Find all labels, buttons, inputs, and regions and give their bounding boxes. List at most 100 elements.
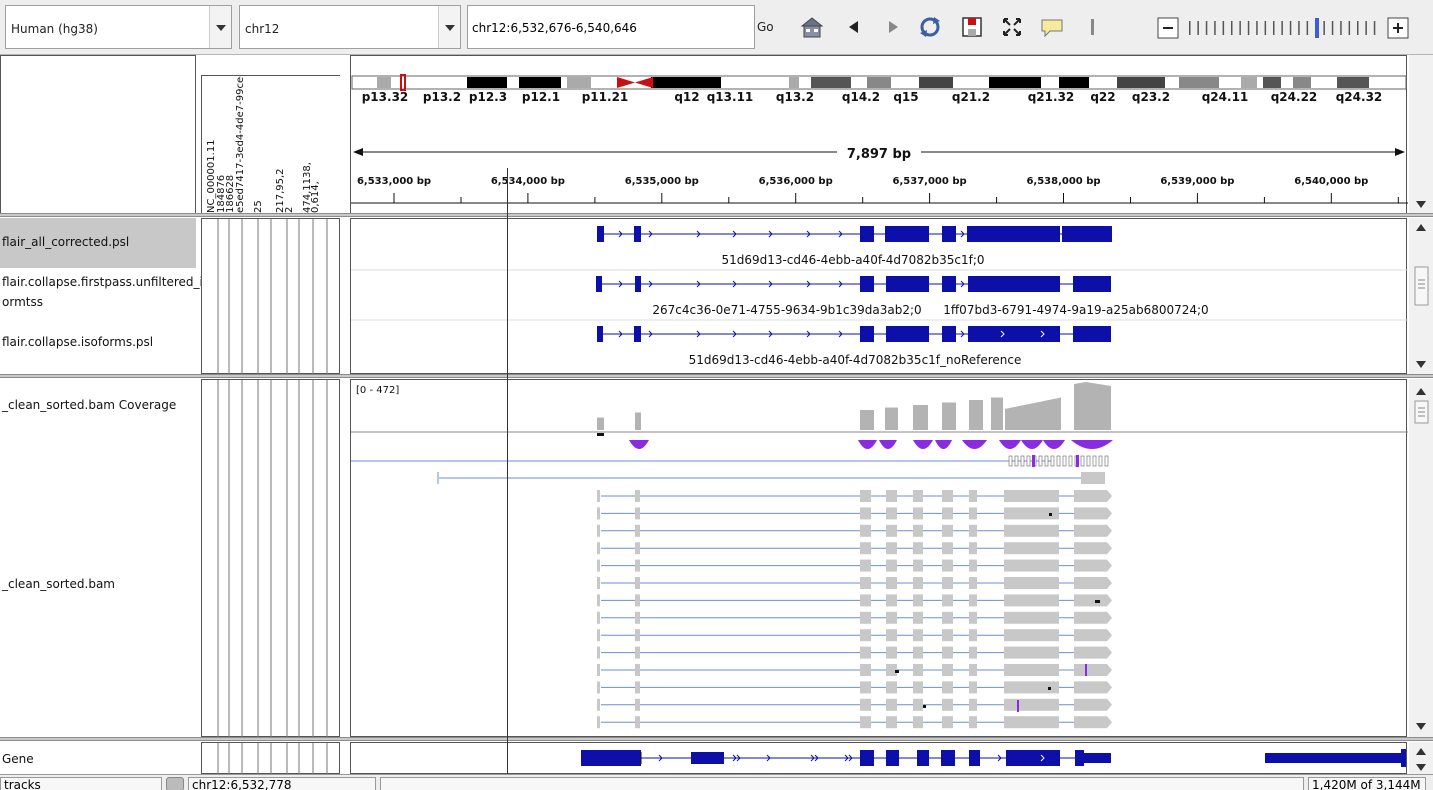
track-name-flair-corrected[interactable]: flair_all_corrected.psl: [2, 235, 130, 249]
alignment-tracks[interactable]: [0 - 472]: [351, 380, 1408, 738]
exon: [942, 226, 956, 242]
read-block: [913, 611, 923, 624]
feature-attribute-panel: [201, 218, 340, 375]
attribute-header-label: 474,1138,: [302, 162, 313, 213]
read-block: [597, 664, 600, 676]
gene-track[interactable]: [351, 743, 1408, 775]
read-block: [942, 577, 953, 589]
strand-arrow: [838, 230, 843, 238]
zoom-tick: [1289, 21, 1292, 35]
panel-divider[interactable]: [0, 374, 1433, 378]
track-name-gene[interactable]: Gene: [2, 752, 34, 766]
feature-data-panel: 51d69d13-cd46-4ebb-a40f-4d7082b35c1f;0 2…: [350, 218, 1408, 375]
home-icon[interactable]: [800, 15, 824, 39]
chromosome-dropdown[interactable]: chr12: [239, 5, 461, 49]
zoom-slider[interactable]: [1157, 15, 1413, 41]
read-block: [969, 594, 977, 607]
gene-exon: [969, 750, 980, 766]
zoom-tick: [1340, 21, 1342, 35]
read-block: [860, 664, 871, 676]
locus-input[interactable]: chr12:6,532,676-6,540,646: [467, 5, 755, 49]
exon: [942, 326, 956, 342]
centromere: [635, 77, 653, 88]
feature-scrollbar[interactable]: [1409, 218, 1433, 374]
forward-icon[interactable]: [881, 15, 905, 39]
status-memory: 1,420M of 3,144M: [1308, 777, 1426, 790]
ideogram-band-label: p13.32: [362, 90, 409, 104]
read-block: [1004, 507, 1059, 520]
read-block: [969, 681, 977, 694]
read-block: [969, 646, 977, 659]
ideogram-band: [811, 77, 851, 88]
gene-exon: [886, 750, 899, 766]
zoom-tick: [1239, 21, 1241, 35]
track-name-flair-firstpass[interactable]: flair.collapse.firstpass.unfiltered_i: [2, 275, 203, 289]
read-block: [913, 681, 923, 694]
ideogram-band: [599, 77, 619, 88]
popup-icon[interactable]: [1040, 15, 1064, 39]
panel-divider[interactable]: [0, 737, 1433, 741]
ideogram-band-label: q14.2: [842, 90, 880, 104]
read-block: [886, 542, 897, 555]
chevron-down-icon[interactable]: [209, 6, 231, 48]
exon: [596, 276, 602, 292]
read-block: [886, 681, 897, 694]
attribute-header-label: NC_000001.11: [206, 139, 217, 213]
header-scrollbar[interactable]: [1409, 55, 1433, 215]
track-name-flair-firstpass-cont[interactable]: ormtss: [2, 295, 43, 309]
splice-junction: [935, 440, 952, 449]
read-block: [1004, 698, 1059, 711]
read-arrow: [1107, 646, 1112, 659]
roi-icon[interactable]: [960, 15, 984, 39]
ideogram-band-label: p11.21: [582, 90, 629, 104]
ruler-tick-label: 6,540,000 bp: [1294, 176, 1368, 187]
track-name-coverage[interactable]: _clean_sorted.bam Coverage: [2, 398, 177, 412]
ideogram-band: [1293, 77, 1311, 88]
ideogram-band: [1263, 77, 1281, 88]
memory-icon[interactable]: [166, 777, 184, 790]
track-name-flair-isoforms[interactable]: flair.collapse.isoforms.psl: [2, 335, 154, 349]
track-name-bam[interactable]: _clean_sorted.bam: [2, 577, 115, 591]
read-block: [635, 490, 640, 502]
ideogram[interactable]: p13.32 p13.2 p12.3 p12.1 p11.21 q12 q13.11 q13.…: [351, 56, 1408, 216]
ideogram-band-label: p12.1: [522, 90, 560, 104]
alignment-scrollbar[interactable]: [1409, 379, 1433, 737]
zoom-tick: [1222, 21, 1225, 35]
read-mismatch: [1020, 455, 1025, 467]
alignment-data-panel: [0 - 472]: [350, 379, 1408, 738]
back-icon[interactable]: [842, 15, 866, 39]
alignment-attribute-panel: [201, 379, 340, 738]
gene-data-panel: [350, 742, 1407, 774]
resize-icon[interactable]: [1000, 15, 1024, 39]
ruler-tick-label: 6,534,000 bp: [491, 176, 565, 187]
read-block: [635, 664, 640, 676]
zoom-tick: [1306, 21, 1309, 35]
ideogram-band-label: q21.32: [1028, 90, 1075, 104]
read-block: [942, 698, 953, 711]
splice-junction: [1071, 440, 1113, 449]
splice-junction: [1021, 440, 1043, 449]
read-block: [969, 524, 977, 537]
read-block: [1074, 646, 1107, 659]
gene-scrollbar[interactable]: [1409, 742, 1433, 774]
ideogram-region-marker: [400, 74, 406, 91]
attribute-header-label: 0,614,: [310, 181, 321, 213]
ruler-icon[interactable]: [1081, 15, 1105, 39]
coverage-bar: [942, 402, 956, 430]
feature-tracks[interactable]: 51d69d13-cd46-4ebb-a40f-4d7082b35c1f;0 2…: [351, 219, 1408, 375]
read-block: [1004, 490, 1059, 502]
ideogram-band-label: q13.11: [707, 90, 754, 104]
go-button[interactable]: Go: [757, 20, 774, 34]
refresh-icon[interactable]: [918, 15, 942, 39]
panel-divider[interactable]: [0, 213, 1433, 217]
genome-dropdown[interactable]: Human (hg38): [5, 5, 232, 49]
read-block: [942, 716, 953, 729]
read-block: [1004, 681, 1059, 694]
read-block: [1074, 507, 1107, 520]
ideogram-band: [1227, 77, 1241, 88]
attribute-header-label: 184876: [216, 175, 227, 213]
exon: [885, 226, 929, 242]
gene-attribute-panel: [201, 742, 340, 775]
read-block: [1074, 681, 1107, 694]
chevron-down-icon[interactable]: [438, 6, 460, 48]
